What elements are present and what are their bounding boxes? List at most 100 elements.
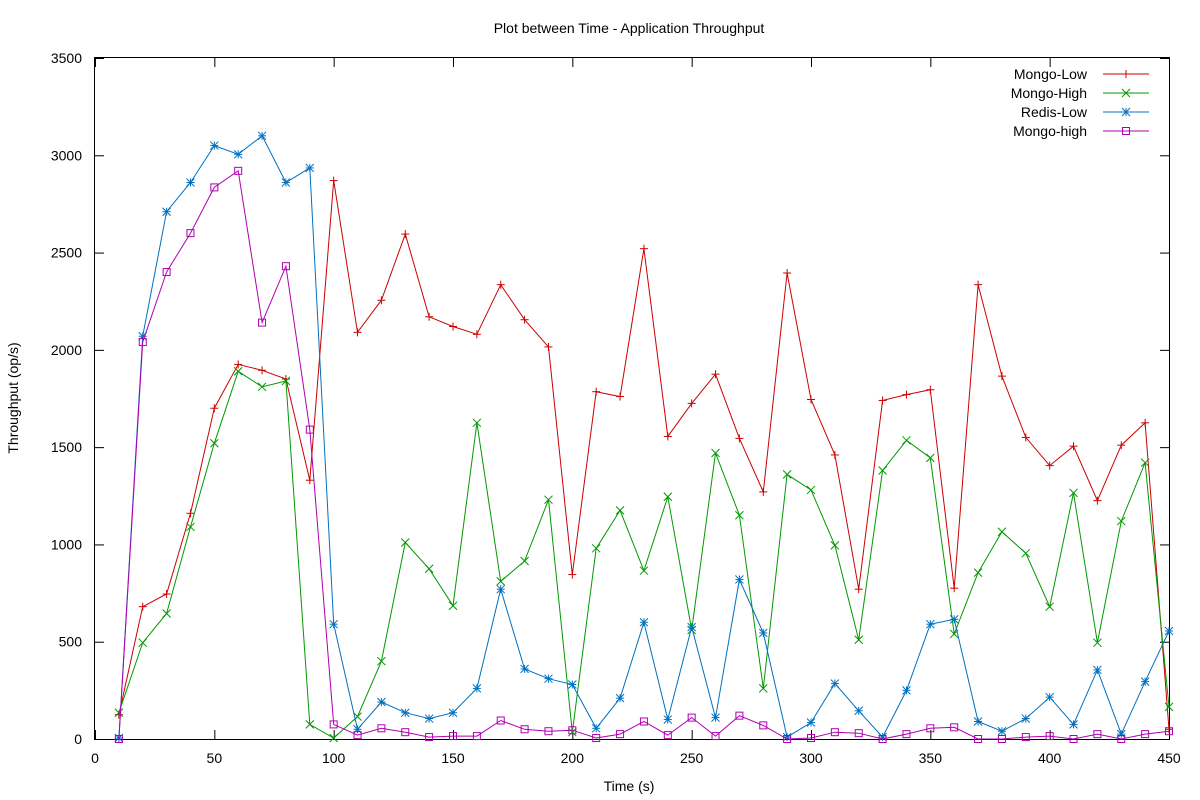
series-line-redis-low: [118, 135, 1170, 739]
data-point: [568, 570, 577, 579]
data-point: [950, 584, 959, 593]
data-point: [496, 716, 505, 725]
data-point: [1164, 702, 1174, 712]
data-point: [1045, 732, 1054, 741]
data-point: [496, 577, 506, 586]
y-tick-label: 2500: [51, 245, 82, 261]
data-point: [974, 735, 983, 743]
data-point: [1045, 461, 1054, 470]
data-point: [1165, 727, 1173, 736]
data-point: [472, 684, 482, 693]
data-point: [997, 735, 1006, 743]
series-mongo-low: [114, 176, 1173, 734]
data-point: [162, 268, 171, 277]
x-tick-label: 0: [91, 750, 99, 766]
data-point: [639, 244, 648, 253]
data-point: [1140, 458, 1150, 468]
data-point: [281, 376, 291, 386]
data-point: [759, 721, 768, 730]
data-point: [735, 711, 744, 720]
data-point: [520, 725, 529, 734]
data-point: [950, 723, 959, 732]
data-point: [663, 492, 673, 502]
data-point: [1093, 730, 1102, 739]
data-point: [305, 720, 315, 729]
data-point: [472, 418, 482, 428]
data-point: [1093, 638, 1102, 648]
data-point: [1021, 433, 1030, 442]
data-point: [854, 729, 863, 738]
data-point: [567, 727, 577, 737]
legend-marker: [1121, 107, 1131, 117]
y-tick-label: 500: [59, 634, 83, 650]
data-point: [711, 448, 720, 458]
series-line-mongo-high: [118, 370, 1170, 739]
data-point: [902, 390, 911, 399]
chart-title: Plot between Time - Application Throughp…: [494, 20, 765, 36]
y-tick-label: 2000: [51, 342, 82, 358]
data-point: [257, 131, 267, 141]
data-point: [639, 566, 649, 576]
data-point: [591, 723, 601, 733]
data-point: [1069, 735, 1078, 743]
data-point: [233, 149, 243, 159]
data-point: [878, 466, 887, 475]
data-point: [329, 619, 339, 629]
data-point: [783, 735, 792, 743]
data-point: [329, 176, 338, 185]
series-line-mongo-low: [118, 180, 1170, 730]
data-point: [305, 425, 314, 434]
data-point: [663, 715, 673, 724]
data-point: [1141, 418, 1150, 427]
data-point: [544, 727, 553, 736]
x-tick-label: 400: [1038, 750, 1062, 766]
y-tick-label: 1500: [51, 439, 82, 455]
data-point: [424, 714, 434, 723]
y-axis-label: Throughput (op/s): [5, 342, 21, 453]
series-redis-low: [114, 131, 1174, 743]
data-point: [782, 732, 792, 742]
data-point: [520, 315, 529, 324]
data-point: [830, 679, 840, 688]
series-mongo-high: [114, 166, 1173, 743]
y-tick-label: 3500: [51, 50, 82, 66]
data-point: [162, 590, 171, 599]
data-point: [353, 328, 362, 337]
x-tick-label: 50: [207, 750, 223, 766]
data-point: [615, 506, 625, 515]
data-point: [854, 635, 864, 645]
data-point: [807, 395, 815, 404]
data-point: [138, 638, 148, 648]
data-point: [711, 370, 720, 379]
legend-label: Mongo-High: [1011, 85, 1087, 101]
data-point: [449, 732, 457, 741]
data-point: [1069, 488, 1078, 498]
x-axis-label: Time (s): [604, 778, 655, 794]
data-point: [878, 732, 887, 742]
x-tick-label: 450: [1157, 750, 1181, 766]
data-point: [997, 726, 1007, 736]
data-point: [162, 207, 171, 217]
data-point: [878, 396, 887, 405]
data-point: [425, 733, 434, 742]
legend-marker: [1121, 88, 1131, 98]
x-tick-label: 350: [919, 750, 943, 766]
data-point: [377, 724, 386, 733]
data-point: [472, 732, 481, 741]
data-point: [591, 543, 601, 553]
data-point: [902, 435, 911, 445]
data-point: [329, 720, 338, 729]
data-point: [329, 733, 339, 743]
data-point: [616, 730, 625, 739]
data-point: [281, 178, 291, 187]
data-point: [1069, 720, 1078, 729]
data-point: [496, 280, 505, 289]
data-point: [687, 622, 697, 632]
data-point: [615, 693, 625, 703]
data-point: [616, 392, 625, 401]
legend: Mongo-Low Mongo-High Redis-Low Mongo-high: [1011, 66, 1149, 139]
data-point: [234, 360, 243, 369]
data-point: [1093, 665, 1102, 675]
y-tick-label: 1000: [51, 536, 82, 552]
legend-label: Mongo-Low: [1014, 66, 1088, 82]
